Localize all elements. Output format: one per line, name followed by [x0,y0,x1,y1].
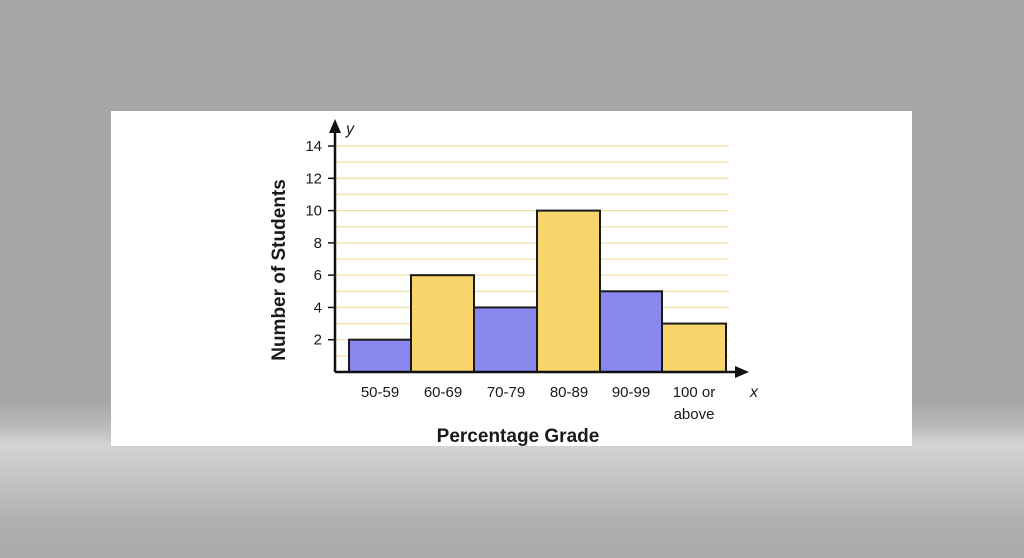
y-tick-label: 14 [305,138,322,155]
x-tick-label: 70-79 [487,384,525,401]
x-tick-label: 50-59 [361,384,399,401]
y-tick-label: 4 [314,299,322,316]
bar-70-79 [473,306,538,373]
y-tick-label: 12 [305,170,322,187]
y-tick-label: 2 [314,332,322,349]
x-tick-label: 60-69 [424,384,462,401]
y-tick-label: 6 [314,267,322,284]
x-axis-letter: x [749,384,759,401]
x-tick-label: 100 or [673,384,716,401]
x-tick-label: 90-99 [612,384,650,401]
x-axis-arrow-icon [735,366,749,378]
x-tick-label-line2: above [674,406,715,423]
y-axis-title: Number of Students [269,179,290,361]
y-axis-letter: y [345,121,355,138]
x-axis-title: Percentage Grade [437,426,600,447]
bar-90-99 [599,290,663,373]
bar-50-59 [348,338,412,373]
bars [348,209,727,373]
bar-100-or-above [661,322,727,373]
bar-80-89 [536,209,601,373]
chart-panel [111,111,912,446]
bar-60-69 [410,274,475,373]
y-ticks: 2 4 6 8 10 12 14 [305,138,335,349]
y-axis-arrow-icon [329,119,341,133]
y-tick-label: 8 [314,235,322,252]
y-tick-label: 10 [305,203,322,220]
x-tick-label: 80-89 [550,384,588,401]
